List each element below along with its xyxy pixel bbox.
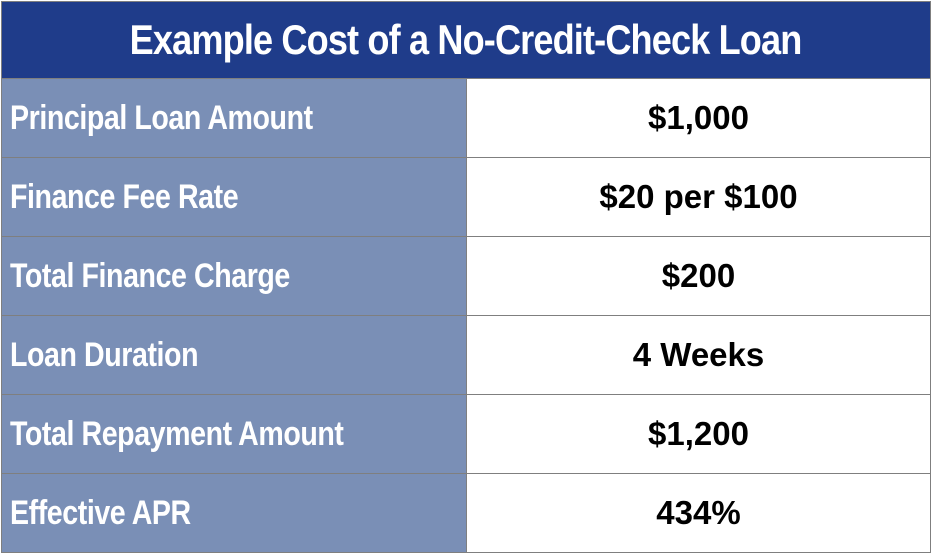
table-row-apr: Effective APR 434% (2, 474, 930, 552)
row-value: $1,200 (648, 415, 749, 452)
table-row-fee-rate: Finance Fee Rate $20 per $100 (2, 158, 930, 237)
row-label: Loan Duration (10, 335, 199, 374)
row-value-cell: $200 (467, 237, 930, 315)
row-label: Principal Loan Amount (10, 98, 313, 137)
row-value-cell: $1,200 (467, 395, 930, 473)
row-value: $20 per $100 (599, 178, 798, 215)
row-value-cell: $20 per $100 (467, 158, 930, 236)
row-value-cell: 4 Weeks (467, 316, 930, 394)
row-value: $1,000 (648, 99, 749, 136)
row-label-cell: Total Repayment Amount (2, 395, 467, 473)
row-value-cell: $1,000 (467, 79, 930, 157)
row-label: Effective APR (10, 493, 191, 532)
row-label-cell: Effective APR (2, 474, 467, 552)
table-header: Example Cost of a No-Credit-Check Loan (2, 2, 930, 79)
table-row-repayment: Total Repayment Amount $1,200 (2, 395, 930, 474)
row-value: 434% (656, 494, 741, 531)
table-row-finance-charge: Total Finance Charge $200 (2, 237, 930, 316)
row-label-cell: Principal Loan Amount (2, 79, 467, 157)
row-label-cell: Loan Duration (2, 316, 467, 394)
table-row-principal: Principal Loan Amount $1,000 (2, 79, 930, 158)
row-value: $200 (661, 257, 736, 294)
row-value-cell: 434% (467, 474, 930, 552)
row-label: Total Repayment Amount (10, 414, 344, 453)
table-row-duration: Loan Duration 4 Weeks (2, 316, 930, 395)
row-label: Finance Fee Rate (10, 177, 239, 216)
row-label-cell: Finance Fee Rate (2, 158, 467, 236)
table-title: Example Cost of a No-Credit-Check Loan (130, 16, 803, 63)
row-value: 4 Weeks (632, 336, 765, 373)
row-label: Total Finance Charge (10, 256, 290, 295)
row-label-cell: Total Finance Charge (2, 237, 467, 315)
